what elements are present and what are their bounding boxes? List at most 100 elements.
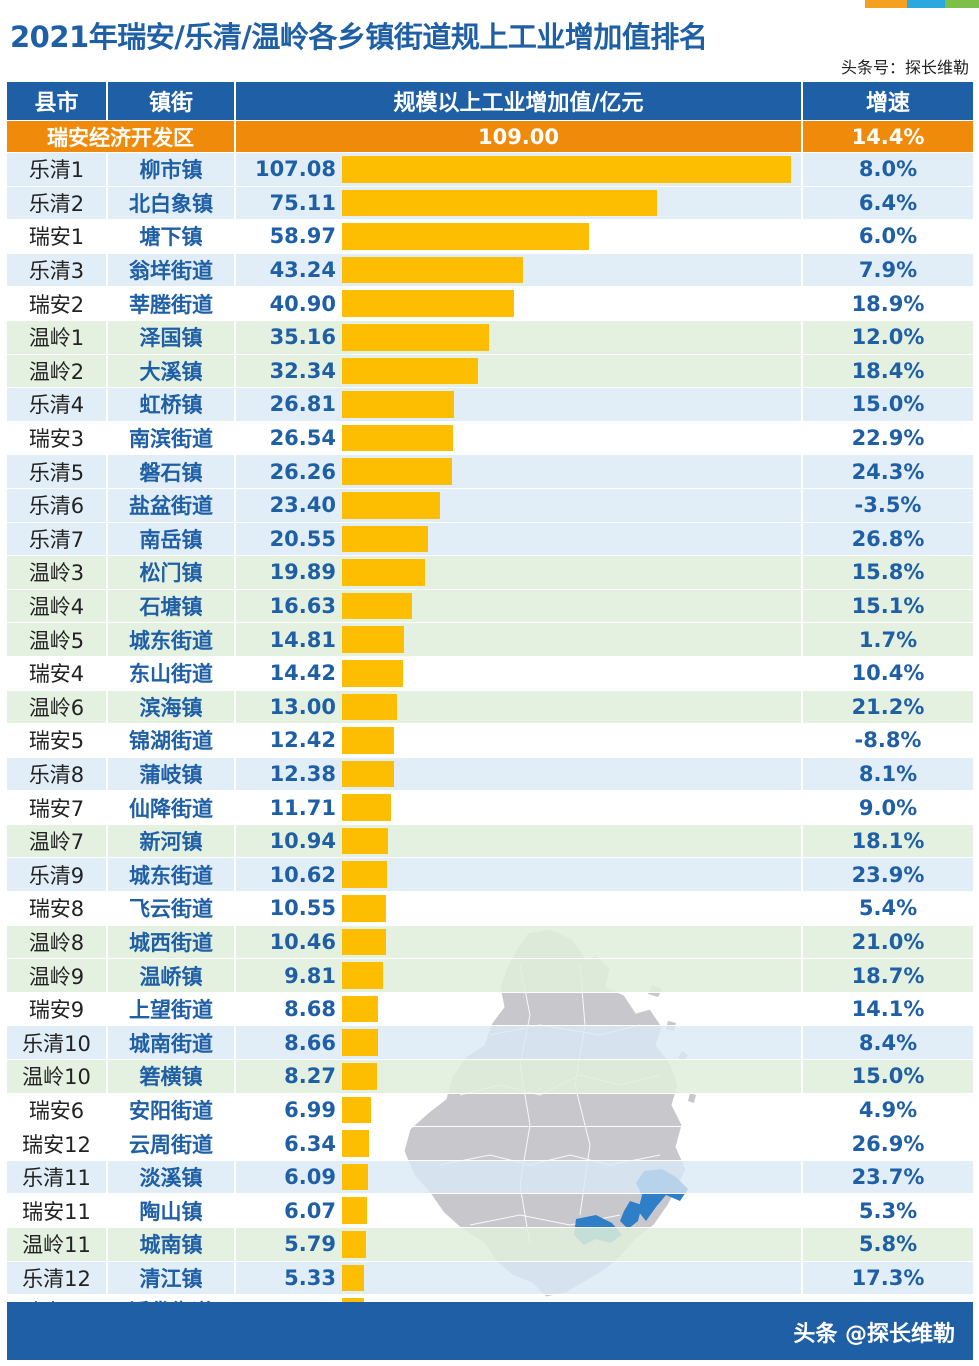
town-name: 滨海镇	[107, 690, 236, 725]
table-row: 温岭8 城西街道 10.46 21.0%	[7, 925, 973, 960]
value-label: 10.94	[269, 829, 336, 854]
highlight-growth: 14.4%	[802, 120, 973, 153]
value-label: 26.81	[269, 392, 336, 417]
column-header-town: 镇街	[107, 82, 236, 121]
growth-rate: 21.2%	[802, 690, 973, 725]
growth-rate: 12.0%	[802, 320, 973, 355]
county-rank-label: 瑞安5	[7, 723, 108, 758]
value-bar	[342, 861, 387, 889]
town-name: 陶山镇	[107, 1193, 236, 1228]
value-bar	[342, 491, 441, 519]
town-name: 柳市镇	[107, 152, 236, 187]
table-row: 乐清8 蒲岐镇 12.38 8.1%	[7, 757, 973, 792]
town-name: 城南街道	[107, 1025, 236, 1061]
growth-rate: 5.3%	[802, 1193, 973, 1228]
county-rank-label: 温岭8	[7, 925, 108, 960]
table-row: 瑞安7 仙降街道 11.71 9.0%	[7, 790, 973, 825]
value-cell: 10.62	[235, 857, 803, 893]
table-row: 温岭3 松门镇 19.89 15.8%	[7, 555, 973, 590]
county-rank-label: 乐清7	[7, 522, 108, 557]
value-cell: 10.94	[235, 824, 803, 859]
value-label: 8.66	[284, 1030, 336, 1055]
table-header-row: 县市 镇街 规模以上工业增加值/亿元 增速	[7, 82, 973, 121]
town-name: 石塘镇	[107, 589, 236, 624]
value-bar	[342, 693, 397, 721]
value-cell: 6.34	[235, 1126, 803, 1161]
growth-rate: 15.0%	[802, 387, 973, 422]
value-cell: 20.55	[235, 522, 803, 557]
column-header-value: 规模以上工业增加值/亿元	[235, 82, 803, 121]
value-bar	[342, 223, 590, 250]
county-rank-label: 温岭11	[7, 1227, 108, 1262]
county-rank-label: 乐清2	[7, 186, 108, 221]
growth-rate: 15.8%	[802, 555, 973, 590]
value-label: 8.27	[284, 1064, 336, 1089]
value-label: 11.71	[269, 795, 336, 820]
value-bar	[342, 1029, 379, 1057]
column-header-county: 县市	[7, 82, 108, 121]
table-row: 乐清6 盐盆街道 23.40 -3.5%	[7, 488, 973, 523]
value-cell: 6.99	[235, 1093, 803, 1128]
table-row: 乐清10 城南街道 8.66 8.4%	[7, 1025, 973, 1061]
value-cell: 23.40	[235, 488, 803, 523]
town-name: 塘下镇	[107, 219, 236, 254]
table-row: 温岭7 新河镇 10.94 18.1%	[7, 824, 973, 859]
value-label: 6.07	[284, 1198, 336, 1223]
town-name: 南滨街道	[107, 421, 236, 456]
value-bar	[342, 391, 455, 418]
value-cell: 5.33	[235, 1261, 803, 1296]
county-rank-label: 瑞安12	[7, 1126, 108, 1161]
value-cell: 6.09	[235, 1160, 803, 1195]
value-label: 35.16	[269, 325, 336, 350]
value-label: 32.34	[269, 358, 336, 383]
county-rank-label: 瑞安1	[7, 219, 108, 254]
growth-rate: 9.0%	[802, 790, 973, 825]
growth-rate: 14.1%	[802, 992, 973, 1027]
county-rank-label: 温岭10	[7, 1059, 108, 1094]
town-name: 松门镇	[107, 555, 236, 590]
growth-rate: 23.7%	[802, 1160, 973, 1195]
town-name: 城南镇	[107, 1227, 236, 1262]
town-name: 翁垟街道	[107, 253, 236, 288]
growth-rate: 18.9%	[802, 286, 973, 321]
county-rank-label: 温岭1	[7, 320, 108, 355]
value-cell: 26.81	[235, 387, 803, 422]
county-rank-label: 温岭5	[7, 622, 108, 657]
value-label: 58.97	[269, 224, 336, 249]
value-label: 12.42	[269, 728, 336, 753]
value-bar	[342, 1063, 377, 1090]
value-label: 5.33	[284, 1265, 336, 1290]
value-bar	[342, 727, 395, 754]
table-row: 温岭11 城南镇 5.79 5.8%	[7, 1227, 973, 1262]
value-bar	[342, 256, 524, 284]
value-bar	[342, 827, 388, 855]
growth-rate: 18.1%	[802, 824, 973, 859]
growth-rate: -3.5%	[802, 488, 973, 523]
county-rank-label: 乐清3	[7, 253, 108, 288]
town-name: 淡溪镇	[107, 1160, 236, 1195]
value-label: 19.89	[269, 560, 336, 585]
table-row: 瑞安2 莘塍街道 40.90 18.9%	[7, 286, 973, 321]
highlight-row: 瑞安经济开发区 109.00 14.4%	[7, 120, 973, 153]
table-row: 瑞安9 上望街道 8.68 14.1%	[7, 992, 973, 1027]
growth-rate: 8.0%	[802, 152, 973, 187]
value-bar	[342, 357, 478, 385]
county-rank-label: 瑞安7	[7, 790, 108, 825]
value-label: 26.54	[269, 426, 336, 451]
growth-rate: 15.0%	[802, 1059, 973, 1094]
county-rank-label: 瑞安6	[7, 1093, 108, 1128]
county-rank-label: 温岭4	[7, 589, 108, 624]
growth-rate: 22.9%	[802, 421, 973, 456]
town-name: 云周街道	[107, 1126, 236, 1161]
growth-rate: 18.7%	[802, 958, 973, 993]
table-row: 乐清2 北白象镇 75.11 6.4%	[7, 186, 973, 221]
value-cell: 16.63	[235, 589, 803, 624]
value-cell: 12.38	[235, 757, 803, 792]
growth-rate: 6.0%	[802, 219, 973, 254]
value-label: 9.81	[284, 963, 336, 988]
value-bar	[342, 559, 426, 586]
value-cell: 14.42	[235, 656, 803, 691]
table-row: 温岭10 箬横镇 8.27 15.0%	[7, 1059, 973, 1094]
value-cell: 35.16	[235, 320, 803, 355]
growth-rate: 26.9%	[802, 1126, 973, 1161]
